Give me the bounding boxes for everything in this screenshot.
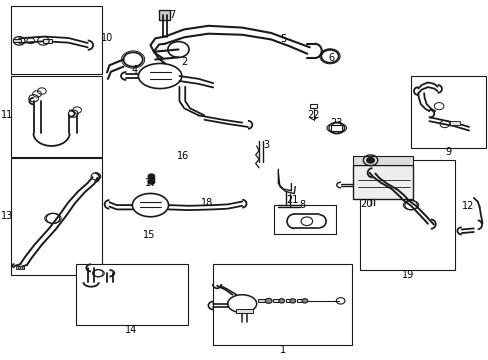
Bar [296,299,304,302]
Text: 19: 19 [401,270,413,280]
Bar [360,160,454,270]
Text: 12: 12 [461,201,473,211]
Bar [449,121,459,126]
Bar [257,299,267,302]
Bar [352,156,413,165]
Text: 7: 7 [169,10,175,20]
Bar [410,76,485,148]
Bar [159,10,169,21]
Bar [18,266,20,269]
Bar [331,125,342,131]
Circle shape [302,299,307,303]
Text: 17: 17 [145,178,157,188]
Circle shape [278,299,284,303]
Bar [11,6,102,74]
Text: 21: 21 [285,195,298,205]
Text: 15: 15 [142,230,155,239]
Text: 13: 13 [1,211,13,221]
Circle shape [148,174,155,179]
Circle shape [289,299,295,303]
Text: 6: 6 [328,53,334,63]
Bar [13,39,20,42]
Text: 14: 14 [125,325,137,335]
Bar [16,266,24,269]
Circle shape [265,298,271,303]
Text: 4: 4 [132,64,138,75]
Bar [11,76,102,157]
Text: 11: 11 [1,111,13,121]
Bar [272,299,280,302]
Bar [236,309,252,314]
Bar [352,165,413,199]
Circle shape [148,179,155,184]
Text: 22: 22 [307,111,319,121]
Bar [43,39,52,43]
Bar [309,104,317,108]
Circle shape [366,157,374,163]
Bar [273,205,336,234]
Text: 10: 10 [101,33,113,43]
Bar [11,158,102,275]
Bar [285,299,291,302]
Text: 23: 23 [330,118,342,128]
Text: 9: 9 [444,147,450,157]
Bar [76,264,188,325]
Text: 18: 18 [201,198,213,208]
Text: 1: 1 [279,345,285,355]
Text: 2: 2 [181,57,187,67]
Text: 16: 16 [177,150,189,161]
Bar [21,266,23,269]
Text: 8: 8 [299,200,305,210]
Bar [213,264,351,345]
Text: 5: 5 [280,35,286,44]
Text: 3: 3 [263,140,269,150]
Text: 20: 20 [360,199,372,210]
